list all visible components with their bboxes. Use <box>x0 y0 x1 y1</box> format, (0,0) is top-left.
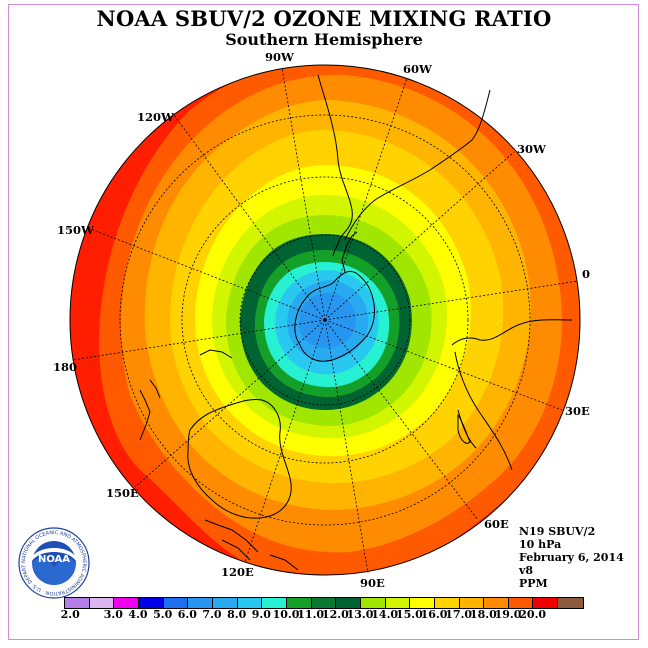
colorbar-swatch <box>311 598 337 608</box>
meridian-120e <box>244 319 326 563</box>
meridian-120w <box>173 114 326 321</box>
colorbar-swatch <box>89 598 115 608</box>
new-zealand-coast <box>139 379 161 441</box>
lon-label-60e: 60E <box>484 517 509 531</box>
contour-6 <box>298 292 356 349</box>
colorbar-swatch <box>434 598 460 608</box>
colorbar-tick-label: 12.0 <box>321 608 349 621</box>
noaa-logo: NATIONAL OCEANIC AND ATMOSPHERIC ADMINIS… <box>18 527 90 599</box>
colorbar-swatch <box>237 598 263 608</box>
colorbar-swatch <box>410 598 435 608</box>
colorbar-swatch <box>360 598 386 608</box>
colorbar-tick-label: 13.0 <box>346 608 374 621</box>
colorbar-tick-label: 9.0 <box>251 608 271 621</box>
map-subtitle: Southern Hemisphere <box>225 30 423 49</box>
lon-label-150e: 150E <box>106 486 139 500</box>
lon-label-90e: 90E <box>360 576 385 590</box>
colorbar-swatch <box>336 598 361 608</box>
lon-label-30e: 30E <box>565 404 590 418</box>
colorbar-tick-label: 7.0 <box>202 608 222 621</box>
colorbar-tick-label: 4.0 <box>128 608 148 621</box>
map-boundary <box>69 64 581 576</box>
colorbar-swatch <box>508 598 534 608</box>
colorbar-tick-label: 3.0 <box>103 608 123 621</box>
colorbar-swatch <box>262 598 287 608</box>
colorbar-tick-label: 11.0 <box>297 608 325 621</box>
colorbar-swatch <box>65 598 90 608</box>
colorbar-swatch <box>163 598 189 608</box>
indonesia-coast <box>204 519 299 571</box>
meridian-90e <box>324 319 369 574</box>
latitude-circle-70 <box>239 234 411 406</box>
graticule <box>72 67 579 574</box>
version-label: v8 <box>519 564 534 577</box>
colorbar-swatch <box>558 598 583 608</box>
date-label: February 6, 2014 <box>519 551 624 564</box>
colorbar-tick-label: 20.0 <box>519 608 547 621</box>
madagascar-coast <box>457 413 471 444</box>
latitude-circle-50 <box>181 176 469 464</box>
meridian-90w <box>281 67 326 321</box>
colorbar-swatch <box>533 598 559 608</box>
meridian-180 <box>72 319 326 361</box>
lon-label-90w: 90W <box>265 50 294 64</box>
colorbar-ticks: 2.0 3.0 4.0 5.0 6.0 7.0 8.0 9.0 10.0 11.0 12.0 13.0… <box>0 608 648 624</box>
colorbar-tick-label: 10.0 <box>272 608 300 621</box>
lon-label-30w: 30W <box>517 142 546 156</box>
instrument-label: N19 SBUV/2 <box>519 525 596 538</box>
colorbar <box>64 597 584 609</box>
antarctic-peninsula <box>341 231 358 273</box>
colorbar-swatch <box>484 598 509 608</box>
logo-text: NOAA <box>38 554 70 565</box>
colorbar-tick-label: 19.0 <box>494 608 522 621</box>
lon-label-150w: 150W <box>57 223 94 237</box>
coastlines <box>139 74 573 571</box>
ross-ice-coast <box>199 349 233 359</box>
colorbar-swatch <box>459 598 485 608</box>
colorbar-tick-label: 16.0 <box>420 608 448 621</box>
lon-label-120w: 120W <box>137 110 174 124</box>
colorbar-swatch <box>138 598 164 608</box>
colorbar-tick-label: 18.0 <box>469 608 497 621</box>
colorbar-swatch <box>212 598 238 608</box>
antarctica-coast <box>294 270 375 362</box>
colorbar-tick-label: 5.0 <box>153 608 173 621</box>
colorbar-tick-label: 15.0 <box>395 608 423 621</box>
units-label: PPM <box>519 577 548 590</box>
meridian-60w <box>324 77 408 321</box>
colorbar-tick-label: 2.0 <box>60 608 80 621</box>
colorbar-tick-label: 6.0 <box>177 608 197 621</box>
colorbar-tick-label: 17.0 <box>445 608 473 621</box>
frame-border <box>8 4 639 640</box>
lon-label-180: 180 <box>53 360 78 374</box>
colorbar-tick-label: 14.0 <box>371 608 399 621</box>
data-info: N19 SBUV/2 10 hPa February 6, 2014 v8 PP… <box>519 525 624 590</box>
colorbar-swatch <box>188 598 213 608</box>
ozone-contours <box>70 65 580 575</box>
south-america-coast <box>317 74 491 257</box>
colorbar-tick-label: 8.0 <box>227 608 247 621</box>
map-title: NOAA SBUV/2 OZONE MIXING RATIO <box>96 6 552 31</box>
australia-coast <box>187 399 292 519</box>
lon-label-120e: 120E <box>221 565 254 579</box>
colorbar-swatch <box>385 598 411 608</box>
meridian-60e <box>324 319 479 521</box>
colorbar-swatch <box>114 598 139 608</box>
pressure-label: 10 hPa <box>519 538 562 551</box>
latitude-circle-30 <box>119 114 531 526</box>
colorbar-swatch <box>286 598 312 608</box>
lon-label-60w: 60W <box>403 62 432 76</box>
lon-label-0: 0 <box>582 267 591 281</box>
meridian-0 <box>324 280 579 321</box>
